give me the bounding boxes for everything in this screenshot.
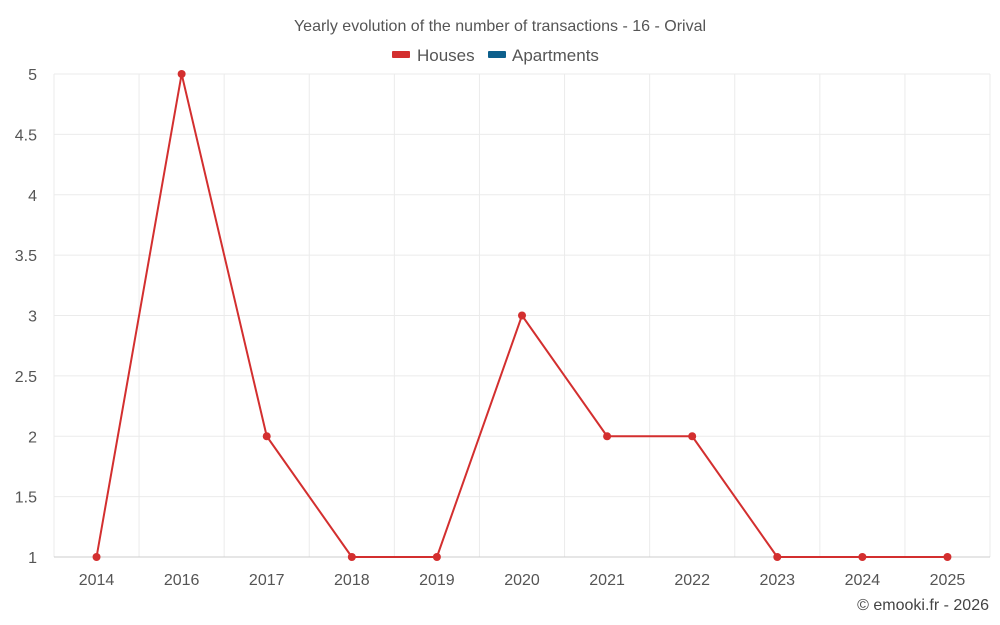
legend-item-apartments[interactable]: Apartments — [488, 46, 599, 65]
y-tick-label: 1 — [28, 550, 37, 567]
legend-label-apartments: Apartments — [512, 46, 599, 65]
data-point-houses-2025[interactable] — [943, 553, 952, 561]
x-tick-label: 2018 — [334, 572, 370, 589]
x-tick-label: 2023 — [759, 572, 795, 589]
legend-label-houses: Houses — [417, 46, 475, 65]
x-tick-label: 2014 — [79, 572, 115, 589]
series-houses — [92, 70, 952, 561]
x-axis-ticks: 2014 2016 2017 2018 2019 2020 2021 2022 2023 2024… — [79, 572, 966, 589]
legend-swatch-houses — [392, 51, 410, 58]
y-tick-label: 4 — [28, 188, 37, 205]
data-point-houses-2018[interactable] — [347, 553, 356, 561]
data-point-houses-2023[interactable] — [773, 553, 782, 561]
data-point-houses-2021[interactable] — [603, 432, 612, 441]
legend: Houses Apartments — [392, 46, 599, 65]
data-point-houses-2019[interactable] — [432, 553, 441, 561]
legend-swatch-apartments — [488, 51, 506, 58]
data-point-houses-2014[interactable] — [92, 553, 101, 561]
legend-item-houses[interactable]: Houses — [392, 46, 475, 65]
x-tick-label: 2024 — [845, 572, 881, 589]
y-tick-label: 3 — [28, 309, 37, 326]
data-point-houses-2017[interactable] — [262, 432, 271, 441]
data-point-houses-2024[interactable] — [858, 553, 867, 561]
data-point-houses-2020[interactable] — [518, 311, 526, 320]
x-tick-label: 2017 — [249, 572, 285, 589]
credit-text: © emooki.fr - 2026 — [857, 597, 989, 614]
data-point-houses-2016[interactable] — [177, 70, 186, 78]
y-tick-label: 2.5 — [15, 369, 37, 386]
x-tick-label: 2025 — [930, 572, 966, 589]
y-tick-label: 4.5 — [15, 127, 37, 144]
y-axis-ticks: 1 1.5 2 2.5 3 3.5 4 4.5 5 — [15, 67, 37, 567]
y-tick-label: 1.5 — [15, 490, 37, 507]
y-tick-label: 2 — [28, 429, 37, 446]
x-tick-label: 2021 — [589, 572, 625, 589]
x-tick-label: 2019 — [419, 572, 455, 589]
data-point-houses-2022[interactable] — [688, 432, 697, 441]
x-tick-label: 2020 — [504, 572, 540, 589]
y-tick-label: 3.5 — [15, 248, 37, 265]
y-tick-label: 5 — [28, 67, 37, 84]
chart-title: Yearly evolution of the number of transa… — [294, 18, 706, 35]
x-tick-label: 2022 — [674, 572, 710, 589]
x-tick-label: 2016 — [164, 572, 200, 589]
